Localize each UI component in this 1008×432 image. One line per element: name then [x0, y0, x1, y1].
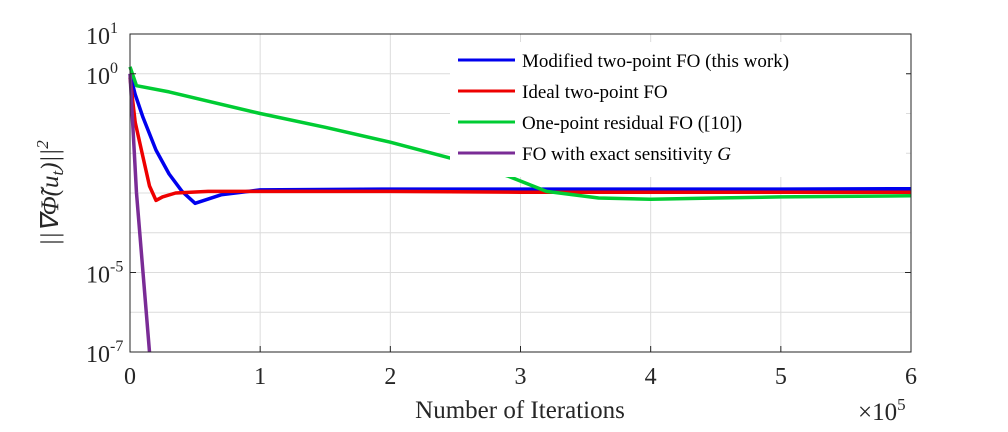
- y-axis-label-main: ||∇Φ̃(u: [37, 175, 64, 245]
- y-tick-base: 10: [86, 263, 110, 289]
- series-line-4: [128, 73, 152, 353]
- x-tick-label: 2: [384, 364, 396, 390]
- x-multiplier: ×105: [858, 395, 906, 426]
- x-multiplier-base: ×10: [858, 399, 897, 426]
- x-tick-label: 3: [515, 364, 527, 390]
- y-tick-label: 10-5: [86, 259, 123, 289]
- y-tick-exponent: 1: [110, 20, 118, 37]
- y-tick-label: 10-7: [86, 338, 123, 368]
- x-axis-label: Number of Iterations: [415, 397, 625, 424]
- legend: Modified two-point FO (this work) Ideal t…: [450, 42, 906, 177]
- x-tick-label: 4: [645, 364, 657, 390]
- y-tick-exponent: -5: [110, 259, 123, 276]
- x-tick-label: 6: [905, 364, 917, 390]
- y-axis-label-close: )||: [37, 149, 64, 173]
- x-tick-label: 5: [775, 364, 787, 390]
- y-axis-label-subscript: t: [48, 169, 67, 175]
- series-line-1: [128, 73, 912, 206]
- y-tick-base: 10: [86, 24, 110, 50]
- y-tick-exponent: -7: [110, 338, 123, 355]
- series-line-2: [128, 77, 911, 203]
- y-tick-label: 100: [86, 60, 118, 90]
- y-axis-label-power: 2: [33, 140, 52, 149]
- x-multiplier-exponent: 5: [897, 395, 906, 414]
- y-tick-base: 10: [86, 342, 110, 368]
- legend-box: [450, 42, 906, 177]
- legend-label: Modified two-point FO (this work): [522, 51, 789, 72]
- y-tick-exponent: 0: [110, 60, 118, 77]
- x-tick-label: 1: [254, 364, 266, 390]
- y-tick-label: 101: [86, 20, 118, 50]
- y-axis-label: ||∇Φ̃(ut)||2: [33, 140, 67, 246]
- legend-label: One-point residual FO ([10]): [522, 113, 742, 134]
- x-tick-label: 0: [124, 364, 136, 390]
- legend-label: FO with exact sensitivity G: [522, 144, 731, 165]
- x-tick-labels: 0 1 2 3 4 5 6: [124, 346, 917, 390]
- legend-label: Ideal two-point FO: [522, 82, 668, 103]
- y-tick-base: 10: [86, 64, 110, 90]
